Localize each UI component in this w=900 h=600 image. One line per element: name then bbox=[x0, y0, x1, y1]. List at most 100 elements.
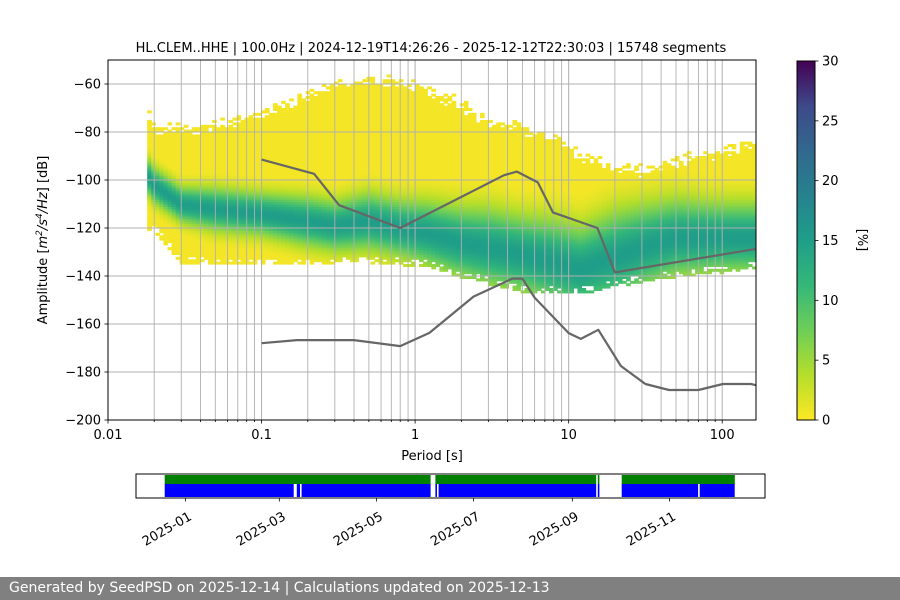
density-cell bbox=[439, 170, 445, 174]
density-cell bbox=[285, 160, 290, 164]
density-cell bbox=[224, 175, 229, 179]
density-cell bbox=[386, 175, 392, 179]
density-cell bbox=[411, 211, 416, 215]
density-cell bbox=[183, 151, 189, 155]
density-cell bbox=[350, 98, 355, 102]
density-cell bbox=[285, 153, 290, 157]
density-cell bbox=[455, 213, 461, 217]
density-cell bbox=[370, 199, 376, 203]
density-cell bbox=[155, 216, 160, 219]
density-cell bbox=[382, 252, 388, 255]
density-cell bbox=[285, 225, 290, 229]
density-cell bbox=[281, 187, 286, 191]
density-cell bbox=[321, 144, 327, 147]
density-cell bbox=[370, 172, 376, 176]
density-cell bbox=[248, 213, 254, 217]
density-cell bbox=[281, 168, 286, 171]
density-cell bbox=[167, 122, 173, 126]
density-cell bbox=[273, 240, 278, 243]
density-cell bbox=[191, 249, 197, 253]
density-cell bbox=[285, 151, 290, 155]
density-cell bbox=[147, 127, 152, 131]
density-cell bbox=[431, 156, 436, 159]
density-cell bbox=[309, 211, 315, 215]
density-cell bbox=[268, 144, 274, 147]
density-cell bbox=[264, 223, 270, 227]
density-cell bbox=[159, 139, 165, 143]
density-cell bbox=[439, 103, 445, 107]
density-cell bbox=[443, 127, 449, 131]
density-cell bbox=[297, 218, 303, 222]
density-cell bbox=[179, 168, 185, 171]
density-cell bbox=[268, 206, 274, 210]
density-cell bbox=[204, 199, 209, 203]
density-cell bbox=[163, 134, 169, 138]
density-cell bbox=[297, 100, 303, 104]
density-cell bbox=[260, 230, 266, 234]
density-cell bbox=[423, 93, 428, 97]
density-cell bbox=[179, 134, 185, 138]
density-cell bbox=[285, 199, 290, 203]
density-cell bbox=[195, 254, 201, 258]
density-cell bbox=[402, 213, 408, 217]
density-cell bbox=[268, 117, 274, 121]
density-cell bbox=[171, 225, 177, 229]
density-cell bbox=[419, 151, 424, 155]
density-cell bbox=[236, 194, 242, 198]
density-cell bbox=[171, 144, 177, 147]
density-cell bbox=[439, 146, 445, 150]
density-cell bbox=[256, 141, 262, 145]
density-cell bbox=[163, 237, 169, 241]
density-cell bbox=[333, 175, 339, 179]
density-cell bbox=[212, 252, 217, 255]
density-cell bbox=[228, 189, 234, 193]
density-cell bbox=[390, 220, 396, 224]
density-cell bbox=[439, 199, 445, 203]
density-cell bbox=[362, 204, 367, 207]
density-cell bbox=[386, 108, 392, 111]
density-cell bbox=[264, 213, 270, 217]
density-cell bbox=[390, 218, 396, 222]
density-cell bbox=[220, 218, 225, 222]
density-cell bbox=[228, 175, 234, 179]
density-cell bbox=[220, 252, 225, 255]
density-cell bbox=[374, 175, 380, 179]
density-cell bbox=[350, 256, 355, 260]
density-cell bbox=[256, 153, 262, 157]
density-cell bbox=[179, 160, 185, 164]
density-cell bbox=[386, 256, 392, 260]
density-cell bbox=[427, 146, 432, 150]
density-cell bbox=[447, 192, 453, 195]
density-cell bbox=[439, 232, 445, 236]
density-cell bbox=[216, 165, 221, 169]
density-cell bbox=[187, 194, 193, 198]
density-cell bbox=[329, 223, 335, 227]
density-cell bbox=[151, 172, 156, 176]
density-cell bbox=[240, 141, 246, 145]
density-cell bbox=[411, 228, 416, 231]
density-cell bbox=[342, 204, 347, 207]
density-cell bbox=[264, 184, 270, 188]
density-cell bbox=[337, 79, 343, 83]
density-cell bbox=[167, 199, 173, 203]
density-cell bbox=[419, 141, 424, 145]
density-cell bbox=[321, 199, 327, 203]
density-cell bbox=[415, 134, 420, 138]
density-cell bbox=[342, 156, 347, 159]
density-cell bbox=[362, 211, 367, 215]
density-cell bbox=[447, 264, 453, 267]
density-cell bbox=[411, 256, 416, 260]
density-cell bbox=[204, 235, 209, 239]
density-cell bbox=[224, 211, 229, 215]
density-cell bbox=[232, 228, 238, 231]
density-cell bbox=[195, 237, 201, 241]
density-cell bbox=[147, 124, 152, 128]
density-cell bbox=[179, 247, 185, 251]
density-cell bbox=[435, 235, 441, 239]
density-cell bbox=[451, 223, 457, 227]
density-cell bbox=[386, 168, 392, 171]
density-cell bbox=[386, 242, 392, 246]
density-cell bbox=[427, 86, 432, 90]
density-cell bbox=[329, 148, 335, 152]
density-cell bbox=[179, 228, 185, 231]
